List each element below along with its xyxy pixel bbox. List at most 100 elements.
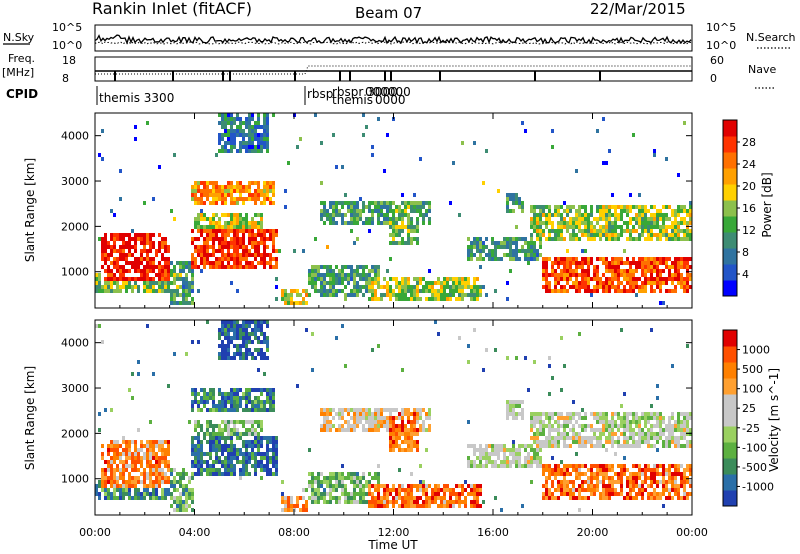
power-cell [635,265,638,269]
power-cell [377,281,380,285]
power-cell [560,273,563,277]
velocity-cell [359,416,362,420]
power-cell [629,289,632,293]
velocity-cell [653,472,656,476]
power-cell [191,229,194,233]
power-cell [290,301,293,305]
power-cell [539,229,542,233]
power-cell [362,205,365,209]
velocity-cell [236,420,239,424]
power-cell [335,289,338,293]
power-cell [326,269,329,273]
velocity-cell [152,480,155,484]
velocity-cell [107,476,110,480]
velocity-cell [653,488,656,492]
power-cell [620,269,623,273]
power-cell [545,261,548,265]
velocity-cell [539,444,542,448]
power-ytick-label: 1000 [61,266,89,279]
velocity-cell [125,492,128,496]
power-cell [671,237,674,241]
velocity-cell [683,424,686,428]
power-cell [302,301,305,305]
velocity-cell [638,444,641,448]
power-cell [191,273,194,277]
velocity-cell [572,468,575,472]
velocity-cell [617,436,620,440]
power-cell [122,265,125,269]
velocity-cell [353,408,356,412]
power-cell [551,129,554,133]
power-cell [395,285,398,289]
velocity-cell [152,448,155,452]
velocity-cell [242,464,245,468]
power-cell [506,237,509,241]
velocity-cell [218,472,221,476]
power-cell [320,281,323,285]
velocity-cell [422,428,425,432]
power-cell [185,285,188,289]
velocity-cell [269,400,272,404]
power-cell [482,249,485,253]
velocity-cell [119,484,122,488]
velocity-cell [344,496,347,500]
velocity-cell [344,476,347,480]
power-ytick-label: 4000 [61,130,89,143]
power-cell [452,289,455,293]
power-cell [638,257,641,261]
velocity-cell [419,428,422,432]
velocity-cell [416,428,419,432]
power-cell [140,277,143,281]
velocity-cell [446,488,449,492]
power-cell [260,241,263,245]
velocity-cell [245,448,248,452]
power-cell [122,253,125,257]
power-cell [224,121,227,125]
power-cell [476,285,479,289]
power-cell [326,265,329,269]
velocity-cell [404,448,407,452]
power-cell [338,269,341,273]
power-cell [362,113,365,117]
power-cell [203,217,206,221]
power-cell [413,205,416,209]
power-cell [134,237,137,241]
velocity-cell [647,416,650,420]
power-cell [251,261,254,265]
velocity-cell [584,424,587,428]
power-cell [458,293,461,297]
power-cell [215,213,218,217]
velocity-cell [137,448,140,452]
power-cell [224,197,227,201]
velocity-cell [239,336,242,340]
velocity-cell [557,412,560,416]
power-cell [437,281,440,285]
power-cell [416,237,419,241]
velocity-cell [638,424,641,428]
velocity-cell [527,388,530,392]
velocity-cell [338,416,341,420]
power-cell [458,285,461,289]
velocity-cell [590,424,593,428]
velocity-cell [446,504,449,508]
velocity-cell [644,432,647,436]
velocity-cell [488,452,491,456]
velocity-cell [569,420,572,424]
velocity-cell [239,448,242,452]
velocity-cell [371,424,374,428]
power-cell [617,257,620,261]
power-cell [251,145,254,149]
velocity-cell [233,456,236,460]
power-cell [347,277,350,281]
velocity-cell [620,472,623,476]
power-cell [566,205,569,209]
velocity-cell [125,460,128,464]
power-cell [650,237,653,241]
power-cell [614,261,617,265]
power-cell [248,253,251,257]
power-cell [653,265,656,269]
power-cell [533,253,536,257]
velocity-cell [224,320,227,324]
velocity-cell [164,464,167,468]
velocity-cell [626,480,629,484]
